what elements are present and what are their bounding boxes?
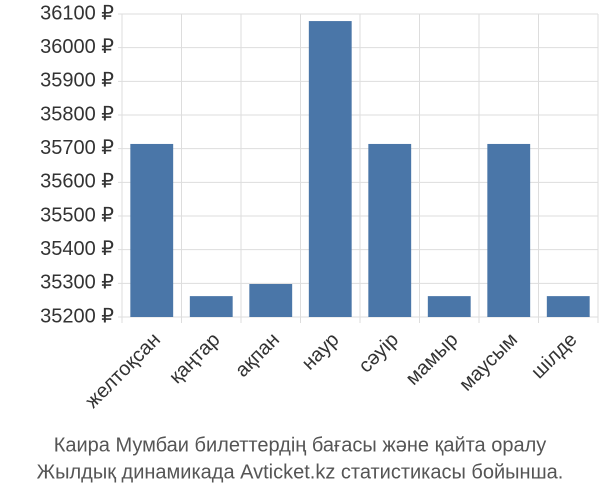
bar [308,21,352,317]
x-tick-label: шілде [527,329,581,383]
y-tick-label: 35200 ₽ [40,305,114,327]
bar [487,143,531,317]
y-tick-label: 36100 ₽ [40,2,114,24]
x-tick-label: наур [298,329,344,375]
chart-title: Каира Мумбаи билеттердің бағасы және қай… [54,434,547,456]
x-tick-label: қаңтар [165,329,224,388]
x-tick-label: ақпан [231,329,284,382]
bar [427,296,471,317]
y-tick-label: 36000 ₽ [40,36,114,58]
bar [546,296,590,317]
chart-subtitle: Жылдық динамикада Avticket.kz статистика… [37,461,564,483]
bar [130,143,174,317]
x-tick-label: маусым [455,329,522,396]
y-tick-label: 35800 ₽ [40,103,114,125]
x-tick-label: мамыр [402,329,463,390]
y-tick-label: 35700 ₽ [40,137,114,159]
y-tick-label: 35900 ₽ [40,70,114,92]
bar [368,143,412,317]
x-tick-label: желтоқсан [81,329,165,413]
bar [189,296,233,317]
y-tick-label: 35600 ₽ [40,171,114,193]
y-tick-label: 35300 ₽ [40,272,114,294]
y-tick-label: 35500 ₽ [40,204,114,226]
bar [249,284,293,317]
y-tick-label: 35400 ₽ [40,238,114,260]
x-tick-label: сәуір [354,329,403,378]
